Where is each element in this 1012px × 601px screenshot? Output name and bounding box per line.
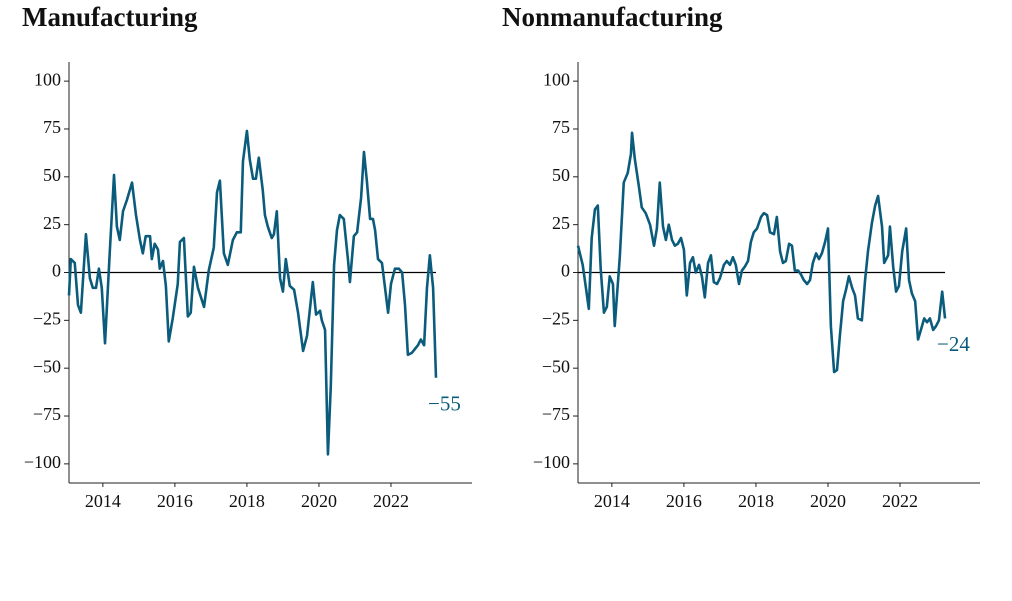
y-tick-label: −75 [542, 404, 570, 424]
x-tick-label: 2016 [666, 491, 702, 511]
y-tick-label: −100 [24, 452, 61, 472]
x-tick-label: 2020 [301, 491, 337, 511]
x-tick-label: 2014 [594, 491, 630, 511]
y-tick-label: −100 [533, 452, 570, 472]
y-tick-label: 25 [43, 213, 61, 233]
y-tick-label: 75 [43, 117, 61, 137]
y-tick-label: 25 [552, 213, 570, 233]
chart-title: Nonmanufacturing [502, 2, 723, 32]
x-tick-label: 2014 [85, 491, 121, 511]
x-tick-label: 2018 [229, 491, 265, 511]
end-label: −55 [428, 392, 461, 416]
data-line [576, 131, 947, 374]
y-tick-label: 0 [561, 261, 570, 281]
data-line [67, 129, 438, 456]
y-tick-label: 100 [543, 69, 570, 89]
chart-title: Manufacturing [22, 2, 198, 32]
y-tick-label: 75 [552, 117, 570, 137]
end-label: −24 [937, 332, 970, 356]
y-tick-label: 0 [52, 261, 61, 281]
y-tick-label: −25 [33, 308, 61, 328]
x-tick-label: 2022 [373, 491, 409, 511]
x-tick-label: 2018 [738, 491, 774, 511]
y-tick-label: 100 [34, 69, 61, 89]
y-tick-label: −25 [542, 308, 570, 328]
y-tick-label: −75 [33, 404, 61, 424]
y-tick-label: −50 [33, 356, 61, 376]
x-tick-label: 2022 [882, 491, 918, 511]
y-tick-label: −50 [542, 356, 570, 376]
y-tick-label: 50 [552, 165, 570, 185]
x-tick-label: 2020 [810, 491, 846, 511]
x-tick-label: 2016 [157, 491, 193, 511]
y-tick-label: 50 [43, 165, 61, 185]
